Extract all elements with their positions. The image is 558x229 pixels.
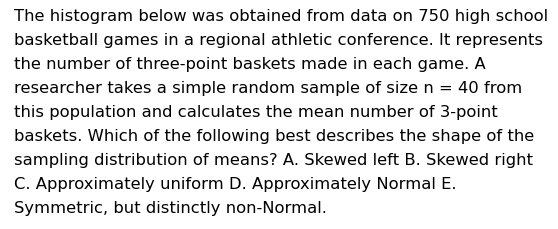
Text: sampling distribution of means? A. Skewed left B. Skewed right: sampling distribution of means? A. Skewe… (14, 152, 533, 167)
Text: this population and calculates the mean number of 3-point: this population and calculates the mean … (14, 104, 498, 119)
Text: the number of three-point baskets made in each game. A: the number of three-point baskets made i… (14, 57, 485, 72)
Text: baskets. Which of the following best describes the shape of the: baskets. Which of the following best des… (14, 128, 534, 143)
Text: researcher takes a simple random sample of size n = 40 from: researcher takes a simple random sample … (14, 81, 522, 95)
Text: C. Approximately uniform D. Approximately Normal E.: C. Approximately uniform D. Approximatel… (14, 176, 456, 191)
Text: basketball games in a regional athletic conference. It represents: basketball games in a regional athletic … (14, 33, 543, 48)
Text: Symmetric, but distinctly non-Normal.: Symmetric, but distinctly non-Normal. (14, 200, 327, 215)
Text: The histogram below was obtained from data on 750 high school: The histogram below was obtained from da… (14, 9, 548, 24)
